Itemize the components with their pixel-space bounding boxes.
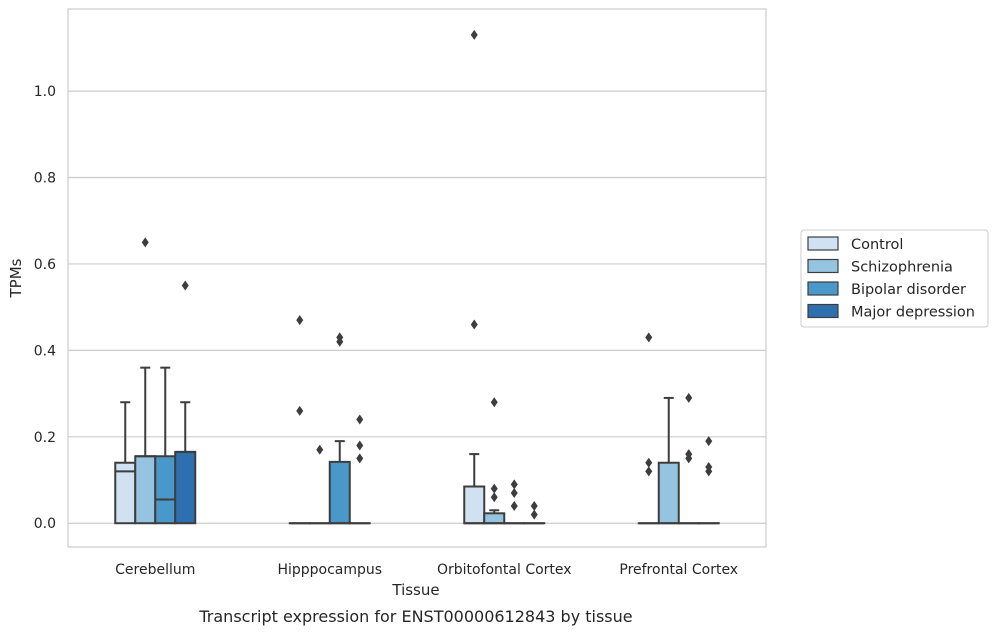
box-major-depression	[523, 500, 546, 525]
outlier-point	[645, 466, 653, 477]
box-body	[463, 485, 486, 525]
outlier-point	[705, 462, 713, 473]
outlier-point	[296, 405, 304, 416]
box-body	[154, 455, 177, 525]
outlier-point	[356, 414, 364, 425]
outlier-point	[685, 449, 693, 460]
box-body	[483, 512, 506, 525]
plot-frame	[67, 8, 767, 548]
legend-swatch	[807, 303, 839, 319]
outlier-point	[685, 392, 693, 403]
outlier-point	[141, 237, 149, 248]
box-control	[637, 332, 660, 525]
box-control	[288, 315, 311, 525]
y-axis-label: TPMs	[7, 258, 25, 298]
chart-caption: Transcript expression for ENST0000061284…	[198, 607, 632, 626]
outlier-point	[530, 509, 538, 520]
x-tick-label: Cerebellum	[115, 562, 195, 578]
y-tick-label: 0.6	[34, 257, 56, 273]
y-tick-label: 0.0	[34, 516, 56, 532]
y-tick-label: 0.4	[34, 343, 56, 359]
outlier-point	[530, 500, 538, 511]
outlier-point	[510, 487, 518, 498]
outlier-point	[645, 457, 653, 468]
legend-swatch	[807, 258, 839, 274]
outlier-point	[490, 483, 498, 494]
outlier-point	[510, 479, 518, 490]
box-control	[463, 29, 486, 525]
box-major-depression	[697, 436, 720, 525]
box-major-depression	[174, 280, 197, 525]
legend-swatch	[807, 281, 839, 296]
box-bipolar-disorder	[677, 392, 700, 525]
box-major-depression	[348, 414, 371, 525]
outlier-point	[705, 436, 713, 447]
outlier-point	[356, 453, 364, 464]
x-tick-label: Orbitofontal Cortex	[437, 562, 572, 578]
y-tick-label: 0.8	[34, 171, 56, 187]
outlier-point	[181, 280, 189, 291]
outlier-point	[645, 332, 653, 343]
y-tick-labels: 0.0 0.2 0.4 0.6 0.8 1.0	[34, 84, 56, 532]
box-schizophrenia	[657, 396, 680, 525]
y-tick-label: 1.0	[34, 84, 56, 100]
box-bipolar-disorder	[503, 479, 526, 525]
box-body	[134, 455, 157, 525]
box-body	[657, 461, 680, 525]
legend: Control Schizophrenia Bipolar disorder Majo…	[800, 229, 989, 328]
legend-swatch	[807, 236, 839, 251]
outlier-point	[490, 397, 498, 408]
box-body	[328, 460, 351, 525]
box-schizophrenia	[483, 397, 506, 525]
outlier-point	[336, 332, 344, 343]
legend-label: Schizophrenia	[851, 260, 953, 276]
box-schizophrenia	[308, 444, 331, 525]
box-body	[174, 450, 197, 525]
box-bipolar-disorder	[328, 332, 351, 525]
outlier-point	[470, 319, 478, 330]
x-tick-label: Hipppocampus	[277, 562, 382, 578]
box-bipolar-disorder	[154, 366, 177, 525]
outlier-point	[356, 440, 364, 451]
y-tick-label: 0.2	[34, 430, 56, 446]
legend-label: Major depression	[851, 305, 975, 321]
outlier-point	[510, 500, 518, 511]
legend-label: Control	[851, 237, 903, 253]
outlier-point	[296, 315, 304, 326]
x-tick-labels: Cerebellum Hipppocampus Orbitofontal Corte…	[115, 562, 738, 578]
legend-frame	[800, 229, 989, 328]
x-axis-label: Tissue	[391, 581, 439, 599]
outlier-point	[470, 29, 478, 40]
box-schizophrenia	[134, 237, 157, 525]
outlier-point	[490, 492, 498, 503]
outlier-point	[316, 444, 324, 455]
box-control	[114, 401, 137, 525]
legend-label: Bipolar disorder	[851, 282, 966, 298]
x-tick-label: Prefrontal Cortex	[619, 562, 738, 578]
box-layer	[114, 29, 720, 525]
